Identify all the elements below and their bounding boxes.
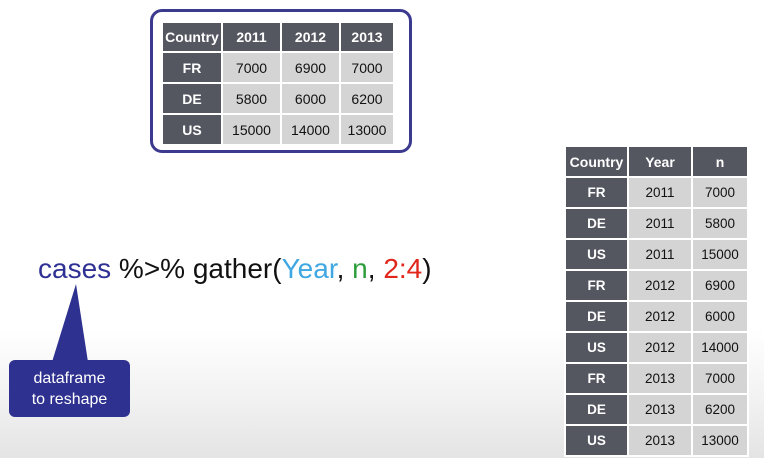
table-row: FR 2012 6900 [566, 271, 747, 300]
table-cell: 13000 [341, 115, 393, 144]
table-cell: 2012 [629, 271, 691, 300]
code-arg-range: 2:4 [383, 253, 423, 284]
wide-header-2012: 2012 [282, 23, 339, 51]
callout-box: dataframe to reshape [9, 360, 130, 417]
code-separator: , [367, 253, 384, 284]
table-cell: 6200 [341, 84, 393, 113]
long-table: Country Year n FR 2011 7000 DE 2011 5800 US 201… [564, 145, 749, 457]
callout-line-2: to reshape [31, 390, 108, 408]
row-label: US [566, 333, 627, 362]
row-label: DE [566, 395, 627, 424]
table-row: US 2012 14000 [566, 333, 747, 362]
callout-line-1: dataframe [33, 369, 106, 387]
table-cell: 7000 [223, 53, 280, 82]
long-header-n: n [693, 147, 747, 176]
long-header-country: Country [566, 147, 627, 176]
table-cell: 6900 [282, 53, 339, 82]
table-row: DE 2011 5800 [566, 209, 747, 238]
code-object: cases [38, 253, 112, 284]
table-cell: 2011 [629, 209, 691, 238]
row-label: US [163, 115, 221, 144]
table-cell: 13000 [693, 426, 747, 455]
table-cell: 14000 [282, 115, 339, 144]
row-label: DE [163, 84, 221, 113]
table-cell: 7000 [693, 364, 747, 393]
table-cell: 7000 [341, 53, 393, 82]
table-cell: 2012 [629, 333, 691, 362]
code-function: gather( [192, 253, 282, 284]
code-separator: , [336, 253, 353, 284]
table-cell: 2011 [629, 240, 691, 269]
row-label: FR [566, 364, 627, 393]
table-cell: 2013 [629, 395, 691, 424]
code-arg-n: n [352, 253, 368, 284]
wide-header-2011: 2011 [223, 23, 280, 51]
row-label: FR [566, 178, 627, 207]
table-row: US 15000 14000 13000 [163, 115, 393, 144]
table-cell: 6900 [693, 271, 747, 300]
wide-header-2013: 2013 [341, 23, 393, 51]
table-cell: 6000 [282, 84, 339, 113]
row-label: DE [566, 209, 627, 238]
table-cell: 5800 [223, 84, 280, 113]
long-table-container: Country Year n FR 2011 7000 DE 2011 5800 US 201… [564, 145, 749, 457]
table-row: US 2013 13000 [566, 426, 747, 455]
table-row: US 2011 15000 [566, 240, 747, 269]
table-row: FR 7000 6900 7000 [163, 53, 393, 82]
table-cell: 6000 [693, 302, 747, 331]
row-label: US [566, 426, 627, 455]
table-cell: 2012 [629, 302, 691, 331]
table-cell: 6200 [693, 395, 747, 424]
table-cell: 14000 [693, 333, 747, 362]
table-row: DE 2012 6000 [566, 302, 747, 331]
table-cell: 5800 [693, 209, 747, 238]
long-table-header-row: Country Year n [566, 147, 747, 176]
gather-code-line: cases %>% gather(Year, n, 2:4) [38, 249, 432, 289]
table-row: DE 2013 6200 [566, 395, 747, 424]
row-label: FR [566, 271, 627, 300]
row-label: FR [163, 53, 221, 82]
code-arg-year: Year [281, 253, 337, 284]
table-cell: 15000 [693, 240, 747, 269]
code-close-paren: ) [422, 253, 432, 284]
wide-table-frame: Country 2011 2012 2013 FR 7000 6900 7000… [150, 9, 412, 153]
table-cell: 15000 [223, 115, 280, 144]
table-cell: 2011 [629, 178, 691, 207]
table-cell: 2013 [629, 426, 691, 455]
row-label: DE [566, 302, 627, 331]
table-row: FR 2011 7000 [566, 178, 747, 207]
wide-header-country: Country [163, 23, 221, 51]
code-pipe: %>% [111, 253, 193, 284]
wide-table: Country 2011 2012 2013 FR 7000 6900 7000… [161, 21, 395, 146]
table-row: DE 5800 6000 6200 [163, 84, 393, 113]
long-header-year: Year [629, 147, 691, 176]
table-cell: 7000 [693, 178, 747, 207]
table-row: FR 2013 7000 [566, 364, 747, 393]
table-cell: 2013 [629, 364, 691, 393]
wide-table-header-row: Country 2011 2012 2013 [163, 23, 393, 51]
row-label: US [566, 240, 627, 269]
